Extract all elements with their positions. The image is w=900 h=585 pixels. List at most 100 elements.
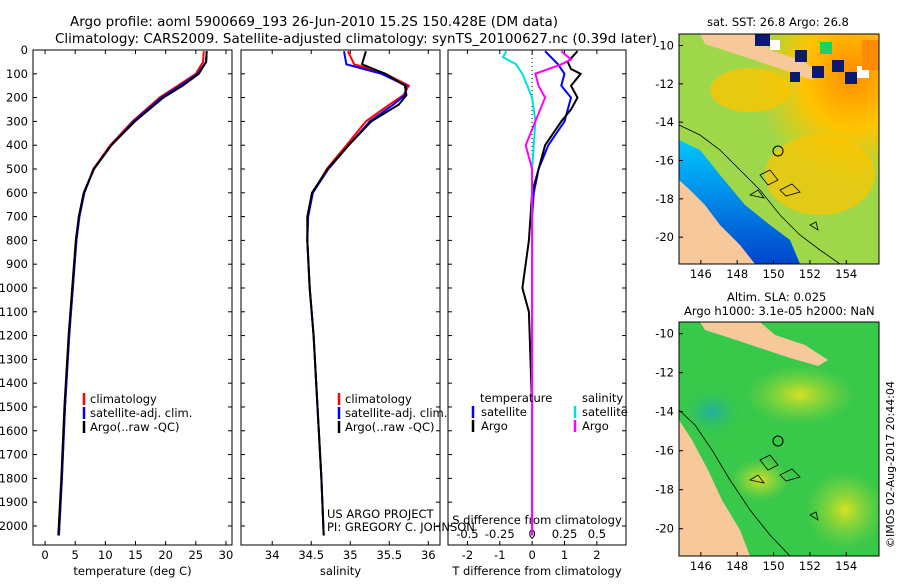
series-line-s-satellite xyxy=(501,50,537,536)
s-tick-label: 0.5 xyxy=(588,527,606,541)
imos-timestamp: ©IMOS 02-Aug-2017 20:44:04 xyxy=(884,381,897,548)
x-tick-label: 10 xyxy=(98,548,113,562)
x-tick-label: 15 xyxy=(128,548,143,562)
sst-png-land xyxy=(700,34,820,80)
temperature-panel-frame xyxy=(32,49,233,546)
sla-argo-location xyxy=(772,435,784,447)
map-y-tick-label: -20 xyxy=(655,522,674,536)
sla-contour xyxy=(679,409,791,556)
series-line-s-argo xyxy=(524,50,573,536)
x-tick-label: 0 xyxy=(528,548,535,562)
x-tick-label: 34.5 xyxy=(298,548,324,562)
legend-label-t-satellite: satellite xyxy=(481,405,527,419)
sst-map-frame xyxy=(678,33,880,265)
series-line-t-argo xyxy=(521,50,583,536)
sla-map: Altim. SLA: 0.025 Argo h1000: 3.1e-05 h2… xyxy=(655,290,880,573)
sla-map-title: Altim. SLA: 0.025 xyxy=(727,290,826,304)
legend-label-satellite: satellite-adj. clim. xyxy=(90,406,192,420)
sla-high-patch-3 xyxy=(730,458,790,502)
y-tick-label: 500 xyxy=(6,162,28,176)
x-tick-label: 36 xyxy=(421,548,436,562)
map-y-tick-label: -20 xyxy=(655,230,674,244)
sst-cloud-mask xyxy=(795,50,807,62)
sst-coast-land xyxy=(679,180,755,264)
map-y-tick-label: -18 xyxy=(655,483,674,497)
map-x-tick-label: 154 xyxy=(835,267,857,281)
y-tick-label: 1000 xyxy=(0,281,28,295)
legend-label-t-argo: Argo xyxy=(481,419,508,433)
sla-map-frame xyxy=(678,321,880,557)
map-y-tick-label: -10 xyxy=(655,39,674,53)
x-tick-label: 35 xyxy=(343,548,358,562)
map-y-tick-label: -10 xyxy=(655,327,674,341)
map-y-tick-label: -12 xyxy=(655,366,674,380)
y-tick-label: 1400 xyxy=(0,376,28,390)
y-tick-label: 300 xyxy=(6,114,28,128)
series-line-argo-raw-qc- xyxy=(57,51,208,536)
x-tick-label: 2 xyxy=(593,548,600,562)
figure-title-line1: Argo profile: aoml 5900669_193 26-Jun-20… xyxy=(70,14,558,30)
sst-cloud-mask xyxy=(755,34,770,46)
map-x-tick-label: 150 xyxy=(763,559,785,573)
credit-pi: PI: GREGORY C. JOHNSON xyxy=(327,520,475,534)
series-line-satellite-adj-clim- xyxy=(306,51,408,536)
legend-label-s-satellite: satellite xyxy=(582,405,628,419)
difference-panel-frame xyxy=(447,49,627,546)
sst-cloud-mask xyxy=(820,42,832,54)
x-axis-label: T difference from climatology xyxy=(451,564,622,578)
series-line-t-satellite xyxy=(531,50,573,536)
s-axis-label: S difference from climatology xyxy=(452,513,622,527)
figure-title-line2: Climatology: CARS2009. Satellite-adjuste… xyxy=(55,31,657,47)
x-axis-label: salinity xyxy=(320,564,361,578)
temperature-chart: 0100200300400500600700800900100011001200… xyxy=(0,43,233,578)
y-tick-label: 2000 xyxy=(0,519,28,533)
x-axis-label: temperature (deg C) xyxy=(73,564,191,578)
sst-cloud-mask xyxy=(832,60,844,72)
y-tick-label: 900 xyxy=(6,257,28,271)
map-x-tick-label: 150 xyxy=(763,267,785,281)
map-y-tick-label: -14 xyxy=(655,115,674,129)
x-tick-label: 34 xyxy=(265,548,280,562)
x-tick-label: 25 xyxy=(188,548,203,562)
legend-header-salinity: salinity xyxy=(582,391,623,405)
map-x-tick-label: 148 xyxy=(726,559,748,573)
y-tick-label: 1100 xyxy=(0,305,28,319)
y-tick-label: 100 xyxy=(6,67,28,81)
s-tick-label: -0.5 xyxy=(456,527,478,541)
sst-cloud-mask xyxy=(845,72,857,84)
x-tick-label: 20 xyxy=(158,548,173,562)
y-tick-label: 1900 xyxy=(0,495,28,509)
x-tick-label: -2 xyxy=(462,548,473,562)
y-tick-label: 0 xyxy=(21,43,28,57)
sla-reef-outline xyxy=(748,454,819,521)
map-x-tick-label: 152 xyxy=(799,559,821,573)
sst-contour xyxy=(679,124,841,264)
series-line-argo-raw-qc- xyxy=(306,50,408,536)
y-tick-label: 1300 xyxy=(0,352,28,366)
sst-cloud-mask xyxy=(812,66,824,78)
y-tick-label: 1700 xyxy=(0,448,28,462)
map-x-tick-label: 146 xyxy=(690,267,712,281)
map-x-tick-label: 148 xyxy=(726,267,748,281)
s-tick-label: 0.25 xyxy=(552,527,578,541)
map-y-tick-label: -14 xyxy=(655,405,674,419)
sst-cloud-mask xyxy=(862,40,879,70)
salinity-legend: climatology satellite-adj. clim. Argo(..… xyxy=(337,392,447,434)
sla-png-land xyxy=(700,322,828,366)
credit-project: US ARGO PROJECT xyxy=(327,507,435,521)
x-tick-label: -1 xyxy=(494,548,505,562)
y-tick-label: 1800 xyxy=(0,471,28,485)
sla-low-eddy xyxy=(682,388,742,436)
y-tick-label: 600 xyxy=(6,186,28,200)
y-tick-label: 1200 xyxy=(0,329,28,343)
map-y-tick-label: -12 xyxy=(655,77,674,91)
legend-label-satellite: satellite-adj. clim. xyxy=(345,406,447,420)
x-tick-label: 1 xyxy=(561,548,568,562)
series-line-climatology xyxy=(306,50,411,536)
salinity-panel-frame xyxy=(240,49,441,546)
map-y-tick-label: -18 xyxy=(655,192,674,206)
sla-high-patch xyxy=(745,365,855,425)
y-tick-label: 1600 xyxy=(0,424,28,438)
